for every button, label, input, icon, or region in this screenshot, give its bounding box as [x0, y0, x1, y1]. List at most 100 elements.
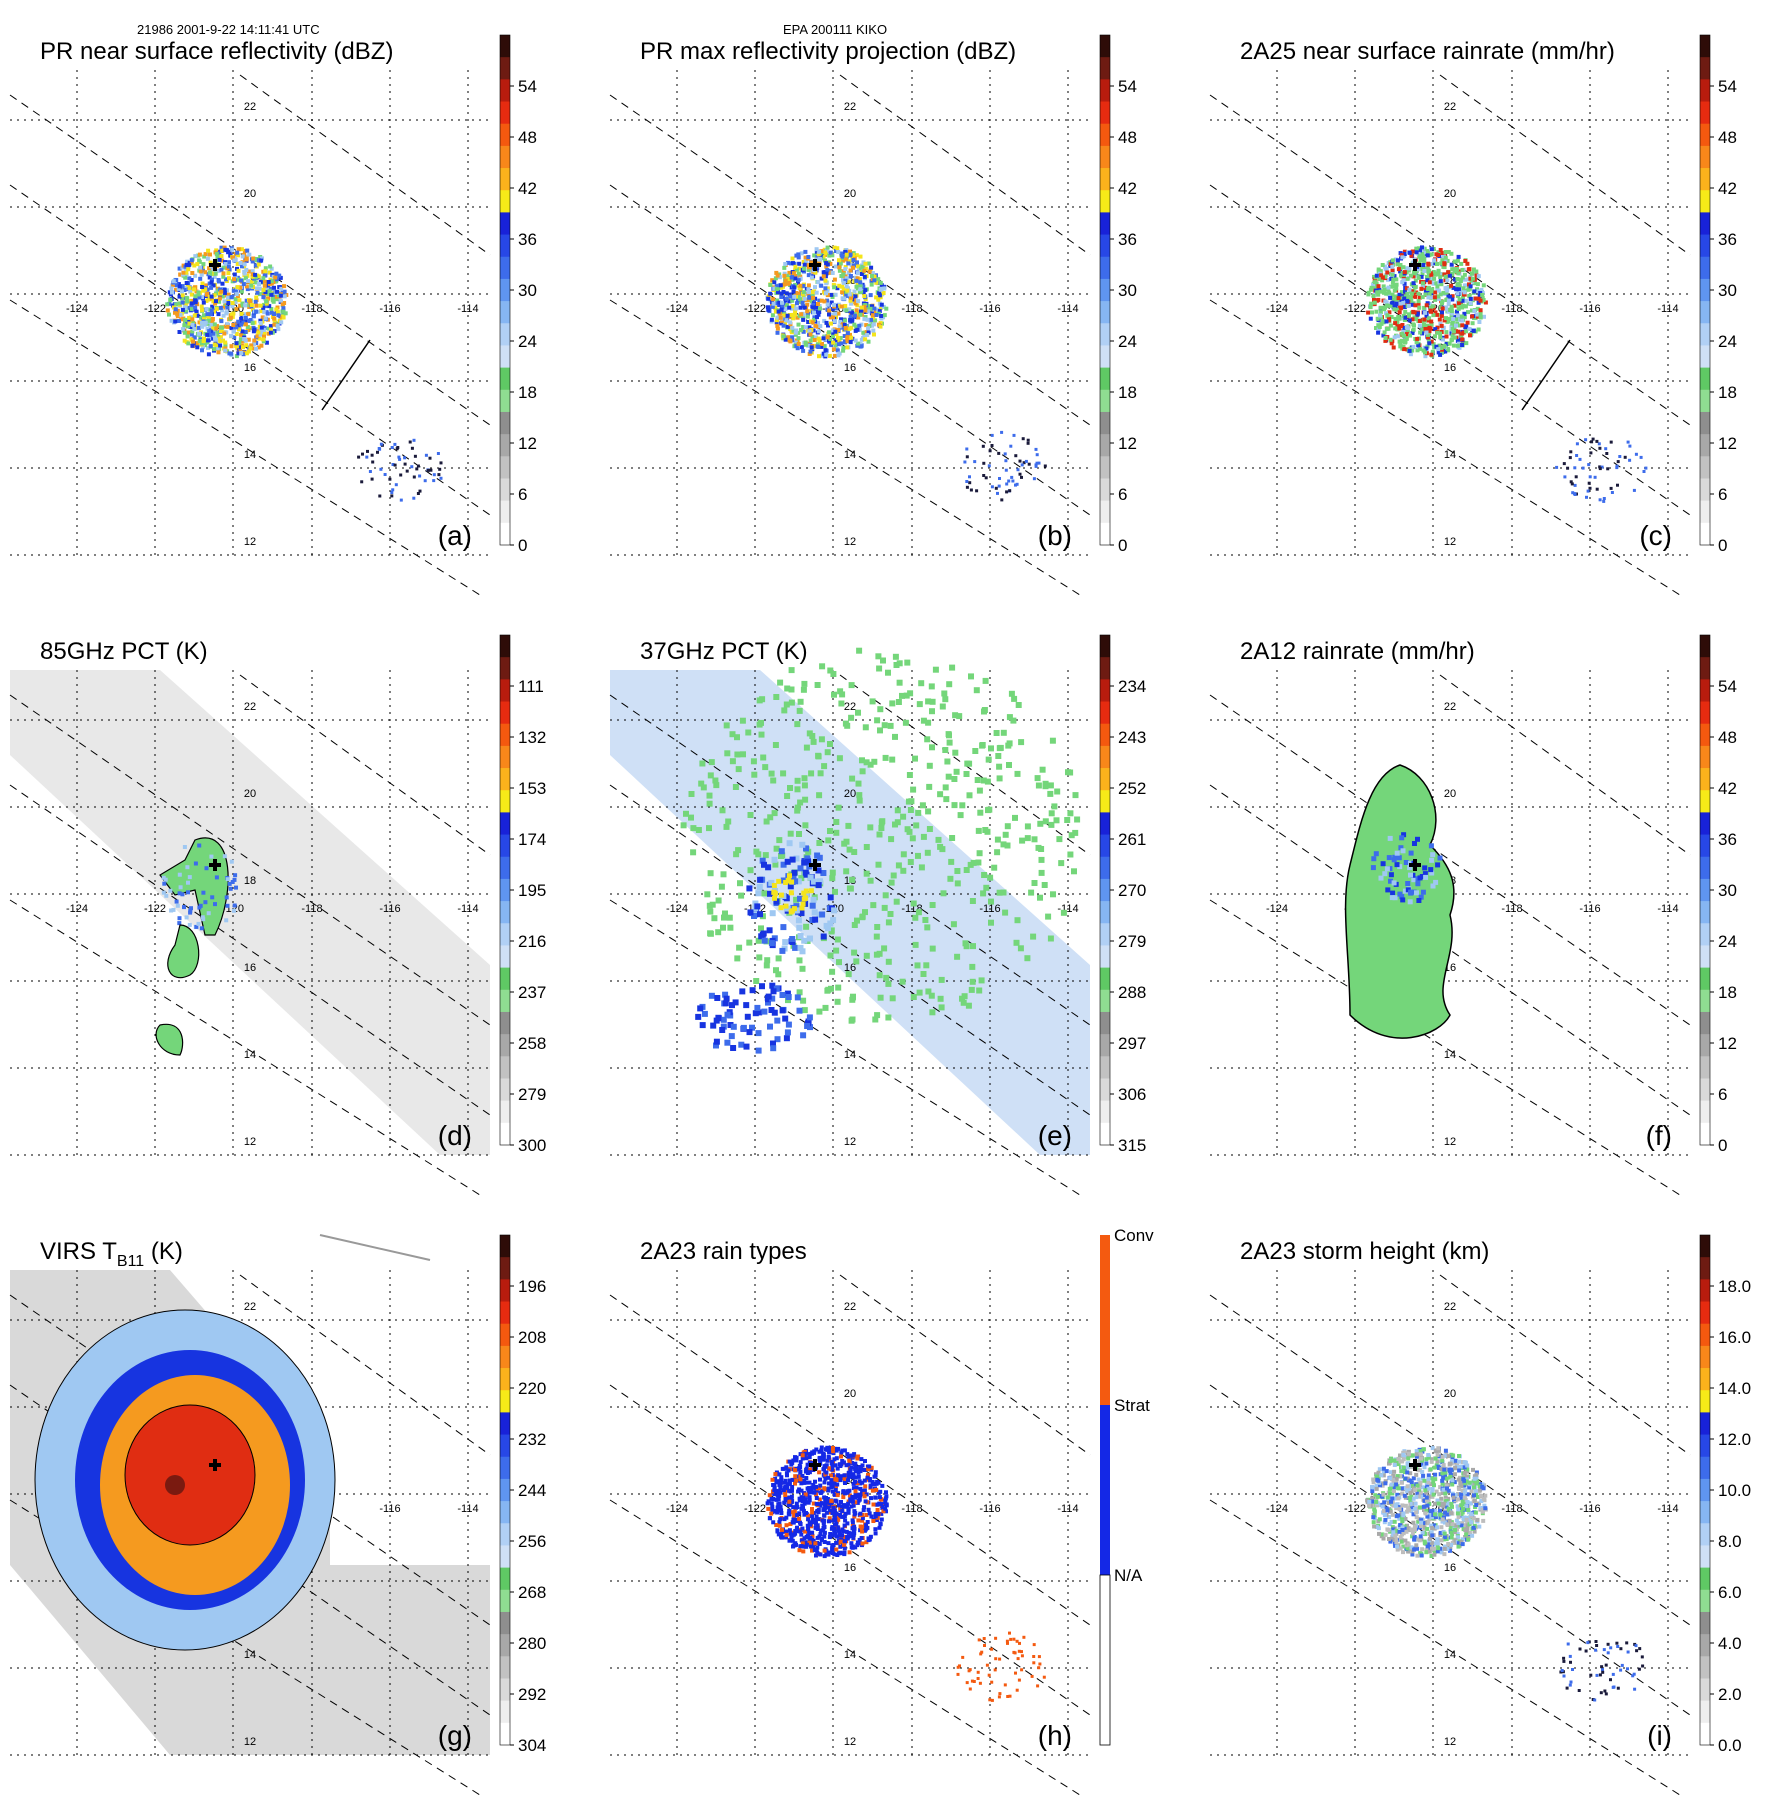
data-pixel	[1043, 783, 1049, 789]
data-pixel	[877, 706, 883, 712]
colorbar-tick-label: 48	[1718, 728, 1737, 747]
data-pixel	[178, 916, 182, 920]
colorbar-segment	[500, 1257, 510, 1280]
data-pixel	[282, 284, 286, 288]
data-pixel	[833, 319, 837, 323]
colorbar-segment	[500, 923, 510, 946]
data-pixel	[256, 331, 260, 335]
data-pixel	[182, 323, 186, 327]
data-pixel	[880, 287, 884, 291]
colorbar-segment	[500, 812, 510, 835]
colorbar-segment	[500, 768, 510, 791]
data-pixel	[991, 444, 994, 447]
colorbar-tick-label: 18	[518, 383, 537, 402]
lon-label: -114	[457, 903, 478, 915]
data-pixel	[826, 335, 830, 339]
data-pixel	[1415, 250, 1419, 254]
data-pixel	[164, 878, 168, 882]
data-pixel	[792, 285, 796, 289]
colorbar-tick-label: 36	[518, 230, 537, 249]
data-pixel	[1575, 475, 1578, 478]
data-pixel	[835, 985, 841, 991]
data-pixel	[836, 959, 842, 965]
data-pixel	[897, 680, 903, 686]
data-pixel	[761, 862, 767, 868]
data-pixel	[915, 810, 921, 816]
colorbar-segment	[500, 968, 510, 991]
data-pixel	[831, 271, 835, 275]
data-pixel	[816, 1527, 820, 1531]
data-pixel	[974, 687, 980, 693]
data-pixel	[985, 779, 991, 785]
data-pixel	[1422, 865, 1427, 870]
data-pixel	[856, 271, 860, 275]
lon-label: -116	[379, 303, 400, 315]
data-pixel	[828, 354, 832, 358]
data-pixel	[1438, 353, 1442, 357]
data-pixel	[371, 454, 374, 457]
storm-field	[766, 1446, 1046, 1702]
data-pixel	[800, 1032, 806, 1038]
data-pixel	[1369, 302, 1373, 306]
data-pixel	[845, 1530, 849, 1534]
data-pixel	[812, 311, 816, 315]
data-pixel	[773, 967, 779, 973]
data-pixel	[976, 988, 982, 994]
data-pixel	[723, 1000, 729, 1006]
data-pixel	[801, 1453, 805, 1457]
data-pixel	[1424, 327, 1428, 331]
data-pixel	[1008, 489, 1011, 492]
data-pixel	[1047, 791, 1053, 797]
data-pixel	[775, 1528, 779, 1532]
data-pixel	[920, 802, 926, 808]
data-pixel	[190, 344, 194, 348]
data-pixel	[1390, 301, 1394, 305]
data-pixel	[1030, 934, 1036, 940]
data-pixel	[1454, 269, 1458, 273]
data-pixel	[1418, 324, 1422, 328]
data-pixel	[846, 331, 850, 335]
panel-c-svg: 222018161412-124-122-120-118-116-1142A25…	[1200, 35, 1760, 595]
data-pixel	[770, 778, 776, 784]
data-pixel	[1606, 467, 1609, 470]
data-pixel	[804, 889, 809, 894]
data-pixel	[855, 308, 859, 312]
data-pixel	[1409, 274, 1413, 278]
data-pixel	[1426, 262, 1430, 266]
data-pixel	[801, 301, 805, 305]
data-pixel	[1017, 468, 1020, 471]
colorbar-segment	[500, 1501, 510, 1524]
data-pixel	[815, 1514, 819, 1518]
colorbar-segment	[500, 523, 510, 546]
data-pixel	[1007, 740, 1013, 746]
data-pixel	[760, 755, 766, 761]
data-pixel	[817, 345, 821, 349]
data-pixel	[1021, 463, 1024, 466]
data-pixel	[901, 851, 907, 857]
data-pixel	[832, 303, 836, 307]
data-pixel	[753, 849, 759, 855]
data-pixel	[187, 263, 191, 267]
data-pixel	[804, 1023, 810, 1029]
data-pixel	[745, 730, 751, 736]
data-pixel	[210, 895, 214, 899]
data-pixel	[1444, 275, 1448, 279]
data-pixel	[1054, 789, 1060, 795]
data-pixel	[840, 305, 844, 309]
data-pixel	[797, 957, 803, 963]
data-pixel	[778, 1524, 782, 1528]
lat-label: 22	[844, 1301, 856, 1313]
data-pixel	[1389, 338, 1393, 342]
data-pixel	[845, 345, 849, 349]
data-pixel	[849, 1541, 853, 1545]
data-pixel	[878, 1490, 882, 1494]
colorbar-segment	[1700, 945, 1710, 968]
colorbar-segment	[1700, 1123, 1710, 1146]
data-pixel	[218, 344, 222, 348]
data-pixel	[357, 456, 360, 459]
data-pixel	[229, 887, 233, 891]
colorbar-segment	[1100, 57, 1110, 80]
data-pixel	[915, 962, 921, 968]
data-pixel	[1438, 335, 1442, 339]
data-pixel	[747, 1029, 753, 1035]
